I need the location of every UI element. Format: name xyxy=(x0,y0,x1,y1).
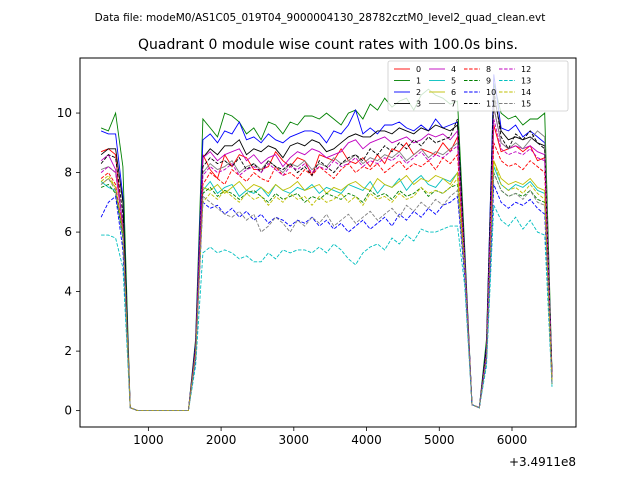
x-tick-label: 2000 xyxy=(206,433,237,447)
x-axis-offset-label: +3.4911e8 xyxy=(509,455,576,469)
series-line-15 xyxy=(100,172,553,412)
legend-label-2: 2 xyxy=(416,88,421,97)
legend-label-11: 11 xyxy=(486,100,496,109)
x-tick-label: 3000 xyxy=(279,433,310,447)
legend-label-10: 10 xyxy=(486,88,496,97)
legend-box xyxy=(387,60,569,112)
y-tick-label: 8 xyxy=(64,166,72,180)
legend-label-8: 8 xyxy=(486,65,491,74)
x-tick-label: 6000 xyxy=(497,433,528,447)
series-line-13 xyxy=(101,205,553,412)
legend-label-15: 15 xyxy=(521,100,531,109)
legend-label-12: 12 xyxy=(521,65,531,74)
y-tick-label: 0 xyxy=(64,404,72,418)
x-tick-label: 1000 xyxy=(133,433,164,447)
legend-label-3: 3 xyxy=(416,100,421,109)
series-line-12 xyxy=(100,118,553,412)
legend-label-5: 5 xyxy=(451,77,456,86)
y-axis: 0 2 4 6 8 10 xyxy=(57,106,80,418)
chart-title: Quadrant 0 module wise count rates with … xyxy=(138,37,518,53)
plot-lines xyxy=(100,74,553,412)
legend-label-6: 6 xyxy=(451,88,456,97)
legend-label-9: 9 xyxy=(486,77,491,86)
plot-frame xyxy=(79,57,577,428)
y-tick-label: 2 xyxy=(64,344,72,358)
y-tick-label: 4 xyxy=(64,285,72,299)
legend-label-0: 0 xyxy=(416,65,421,74)
data-file-label: Data file: modeM0/AS1C05_019T04_90000041… xyxy=(95,12,546,24)
series-line-11 xyxy=(100,89,553,412)
legend-label-14: 14 xyxy=(521,88,531,97)
y-tick-label: 6 xyxy=(64,225,72,239)
y-tick-label: 10 xyxy=(57,106,72,120)
x-tick-label: 4000 xyxy=(351,433,382,447)
series-line-2 xyxy=(100,74,553,412)
x-axis: 1000 2000 3000 4000 5000 6000 xyxy=(133,427,527,447)
x-tick-label: 5000 xyxy=(424,433,455,447)
legend-label-4: 4 xyxy=(451,65,456,74)
legend-label-7: 7 xyxy=(451,100,456,109)
legend-label-13: 13 xyxy=(521,77,531,86)
legend-label-1: 1 xyxy=(416,77,421,86)
